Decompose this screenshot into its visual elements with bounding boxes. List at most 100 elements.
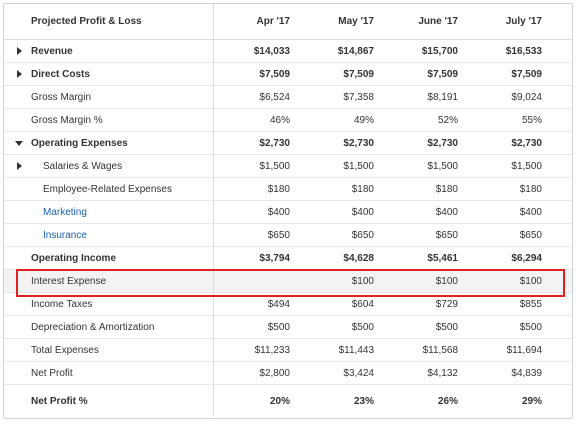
row-label: Employee-Related Expenses: [43, 183, 172, 195]
cell-value: $5,461: [427, 252, 458, 264]
cell-value: $604: [351, 298, 374, 310]
caret-down-icon[interactable]: [15, 141, 23, 146]
cell-value: $11,233: [254, 344, 290, 356]
cell-value: $9,024: [511, 91, 542, 103]
cell-value: $650: [435, 229, 458, 241]
cell-value: 55%: [521, 114, 542, 126]
cell-value: $400: [435, 206, 458, 218]
row-label: Net Profit: [31, 367, 73, 379]
column-header-june[interactable]: June '17: [418, 16, 458, 27]
cell-value: $4,628: [343, 252, 374, 264]
cell-value: $1,500: [259, 160, 290, 172]
row-operating-expenses[interactable]: Operating Expenses $2,730 $2,730 $2,730 …: [4, 132, 572, 155]
row-depreciation-amortization: Depreciation & Amortization $500 $500 $5…: [4, 316, 572, 339]
row-salaries-wages[interactable]: Salaries & Wages $1,500 $1,500 $1,500 $1…: [4, 155, 572, 178]
cell-value: $100: [519, 275, 542, 287]
row-label: Interest Expense: [31, 275, 107, 287]
row-label: Net Profit %: [31, 395, 88, 407]
cell-value: $1,500: [427, 160, 458, 172]
row-marketing: Marketing $400 $400 $400 $400: [4, 201, 572, 224]
row-insurance: Insurance $650 $650 $650 $650: [4, 224, 572, 247]
row-label: Direct Costs: [31, 68, 90, 80]
caret-right-icon[interactable]: [17, 47, 22, 55]
caret-right-icon[interactable]: [17, 70, 22, 78]
cell-value: $2,800: [259, 367, 290, 379]
cell-value: $4,132: [427, 367, 458, 379]
cell-value: $11,694: [506, 344, 542, 356]
cell-value: 26%: [437, 395, 458, 407]
cell-value: $650: [519, 229, 542, 241]
cell-value: $729: [435, 298, 458, 310]
cell-value: $500: [519, 321, 542, 333]
row-label: Salaries & Wages: [43, 160, 123, 172]
table-title: Projected Profit & Loss: [31, 16, 142, 27]
row-revenue[interactable]: Revenue $14,033 $14,867 $15,700 $16,533: [4, 40, 572, 63]
cell-value: $650: [351, 229, 374, 241]
cell-value: $2,730: [511, 137, 542, 149]
cell-value: $7,358: [343, 91, 374, 103]
column-header-july[interactable]: July '17: [505, 16, 542, 27]
header-label-cell: Projected Profit & Loss: [4, 4, 214, 39]
cell-value: $11,443: [338, 344, 374, 356]
row-label: Operating Expenses: [31, 137, 128, 149]
row-net-profit-pct: Net Profit % 20% 23% 26% 29%: [4, 385, 572, 417]
marketing-link[interactable]: Marketing: [43, 206, 87, 218]
cell-value: $7,509: [343, 68, 374, 80]
row-label: Income Taxes: [31, 298, 93, 310]
row-interest-expense[interactable]: Interest Expense $100 $100 $100: [4, 270, 572, 293]
cell-value: $180: [351, 183, 374, 195]
cell-value: $180: [267, 183, 290, 195]
row-direct-costs[interactable]: Direct Costs $7,509 $7,509 $7,509 $7,509: [4, 63, 572, 86]
cell-value: $2,730: [343, 137, 374, 149]
cell-value: $650: [267, 229, 290, 241]
cell-value: $400: [351, 206, 374, 218]
cell-value: $100: [435, 275, 458, 287]
caret-right-icon[interactable]: [17, 162, 22, 170]
cell-value: $7,509: [511, 68, 542, 80]
row-operating-income: Operating Income $3,794 $4,628 $5,461 $6…: [4, 247, 572, 270]
cell-value: $11,568: [422, 344, 458, 356]
cell-value: $400: [267, 206, 290, 218]
table-header: Projected Profit & Loss Apr '17 May '17 …: [4, 4, 572, 40]
cell-value: $8,191: [427, 91, 458, 103]
cell-value: $2,730: [259, 137, 290, 149]
cell-value: [214, 270, 290, 292]
cell-value: $4,839: [511, 367, 542, 379]
cell-value: $6,524: [259, 91, 290, 103]
cell-value: $100: [351, 275, 374, 287]
cell-value: 29%: [521, 395, 542, 407]
cell-value: 20%: [269, 395, 290, 407]
cell-value: $7,509: [259, 68, 290, 80]
cell-value: $180: [435, 183, 458, 195]
cell-value: $3,794: [259, 252, 290, 264]
cell-value: $14,867: [337, 45, 374, 57]
column-header-apr[interactable]: Apr '17: [256, 16, 290, 27]
row-gross-margin: Gross Margin $6,524 $7,358 $8,191 $9,024: [4, 86, 572, 109]
row-employee-related-expenses: Employee-Related Expenses $180 $180 $180…: [4, 178, 572, 201]
cell-value: $15,700: [421, 45, 458, 57]
cell-value: $855: [519, 298, 542, 310]
row-label: Depreciation & Amortization: [31, 321, 155, 333]
row-label: Total Expenses: [31, 344, 99, 356]
row-label: Gross Margin %: [31, 114, 103, 126]
cell-value: 49%: [353, 114, 374, 126]
cell-value: 52%: [437, 114, 458, 126]
cell-value: $14,033: [253, 45, 290, 57]
cell-value: $7,509: [427, 68, 458, 80]
cell-value: $500: [435, 321, 458, 333]
profit-loss-table: Projected Profit & Loss Apr '17 May '17 …: [3, 3, 573, 419]
row-gross-margin-pct: Gross Margin % 46% 49% 52% 55%: [4, 109, 572, 132]
cell-value: $1,500: [511, 160, 542, 172]
row-label: Gross Margin: [31, 91, 92, 103]
cell-value: $16,533: [505, 45, 542, 57]
row-label: Operating Income: [31, 252, 117, 264]
insurance-link[interactable]: Insurance: [43, 229, 87, 241]
cell-value: 23%: [353, 395, 374, 407]
column-header-may[interactable]: May '17: [338, 16, 374, 27]
cell-value: $1,500: [343, 160, 374, 172]
cell-value: $500: [351, 321, 374, 333]
row-income-taxes: Income Taxes $494 $604 $729 $855: [4, 293, 572, 316]
row-label: Revenue: [31, 45, 73, 57]
cell-value: $500: [267, 321, 290, 333]
cell-value: $6,294: [511, 252, 542, 264]
